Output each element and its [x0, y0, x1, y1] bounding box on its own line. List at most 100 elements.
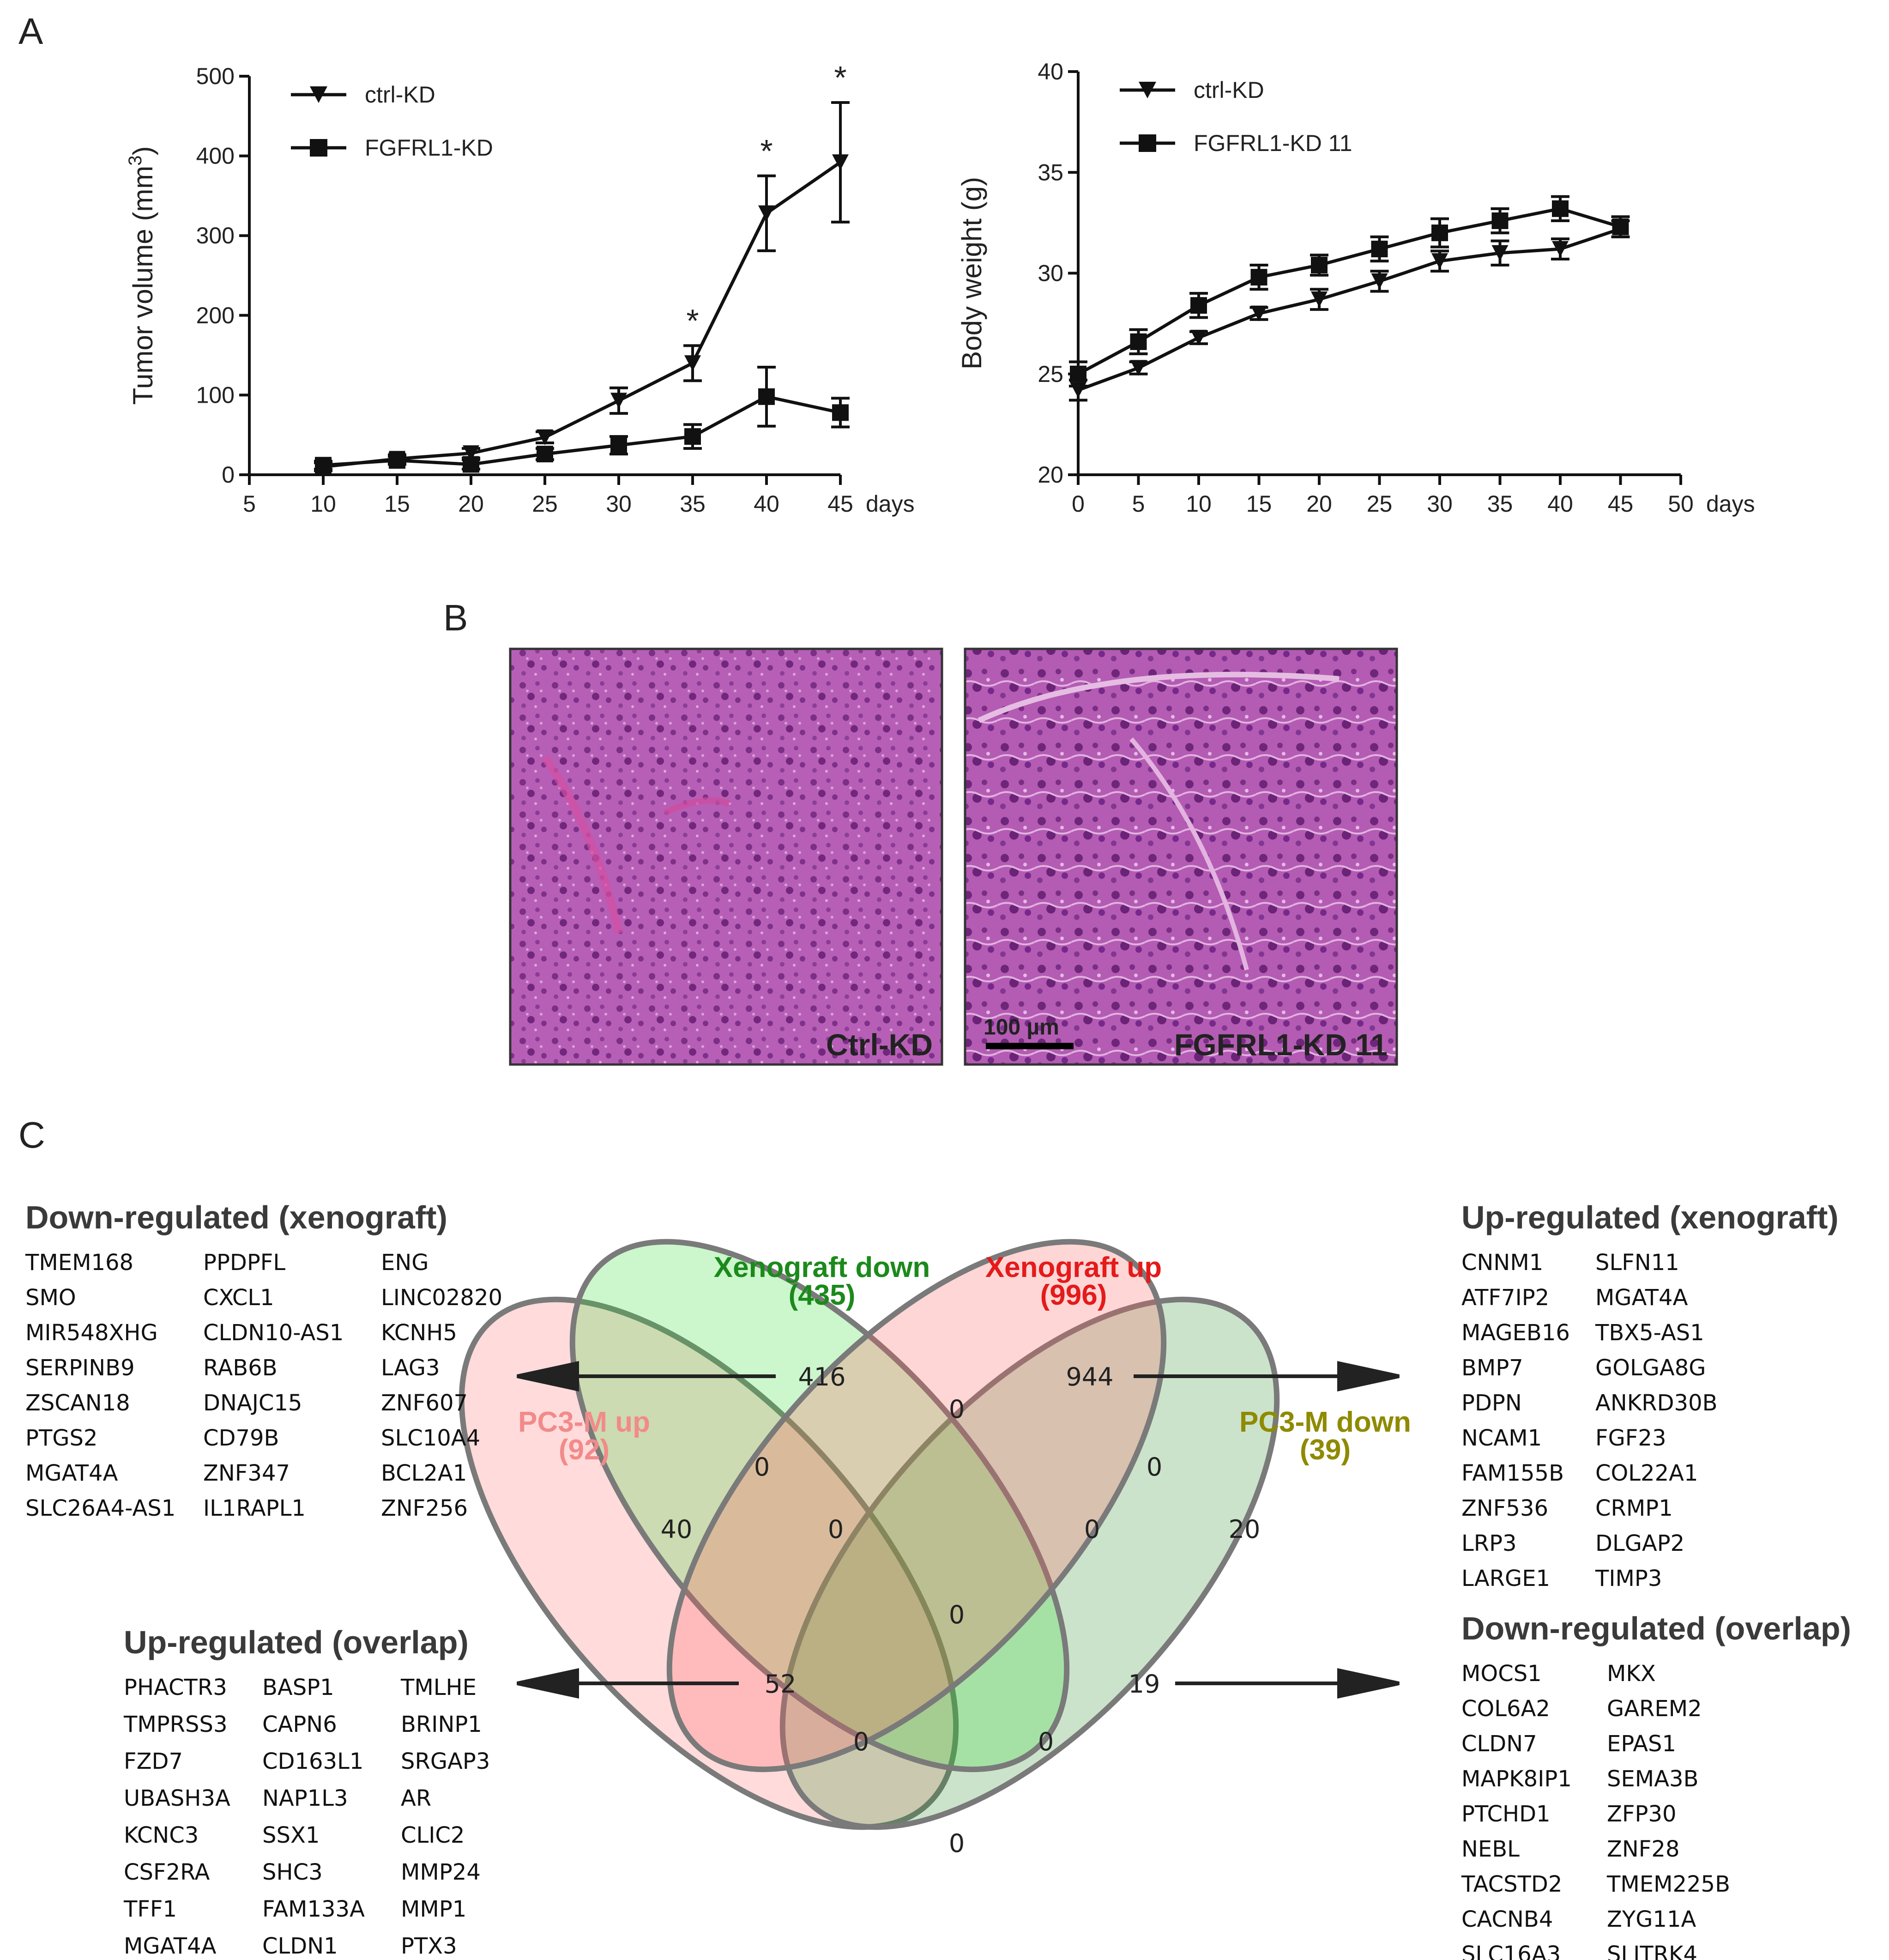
gene-name: NAP1L3 — [262, 1785, 348, 1811]
y-axis-label-base: Tumor volume (mm — [127, 166, 158, 405]
panel-label-c: C — [18, 1114, 45, 1155]
data-point — [1552, 241, 1569, 257]
gene-name: LRP3 — [1461, 1530, 1517, 1556]
gene-name: MGAT4A — [1595, 1285, 1688, 1311]
y-tick-label: 200 — [196, 302, 235, 328]
venn-region-pu-xu-pd: 0 — [853, 1727, 869, 1756]
data-point — [1190, 297, 1207, 314]
arrow-xeno-down-head — [517, 1361, 579, 1391]
y-tick-label: 40 — [1038, 59, 1063, 85]
venn-region-xd-xu-pd: 0 — [1084, 1515, 1100, 1544]
histology-right-label: FGFRL1-KD 11 — [1174, 1028, 1388, 1062]
x-tick-label: 20 — [1306, 491, 1332, 517]
legend-label: ctrl-KD — [365, 82, 435, 108]
gene-name: MMP1 — [401, 1896, 466, 1922]
significance-star: * — [686, 302, 699, 339]
gene-name: ZNF256 — [381, 1495, 468, 1521]
gene-name: CACNB4 — [1461, 1906, 1553, 1932]
gene-list-down-overlap: Down-regulated (overlap) MOCS1 COL6A2 CLDN7… — [1461, 1610, 1851, 1960]
gene-name: FAM155B — [1461, 1460, 1564, 1486]
gene-name: SRGAP3 — [401, 1748, 490, 1774]
gene-name: TBX5-AS1 — [1595, 1320, 1704, 1346]
gene-name: RAB6B — [203, 1355, 278, 1381]
x-tick-label: 15 — [384, 491, 410, 517]
histology-left-label: Ctrl-KD — [826, 1028, 933, 1062]
venn-region-pu-xd-pd: 0 — [1038, 1727, 1054, 1756]
gene-name: CLIC2 — [401, 1822, 465, 1848]
x-tick-label: 20 — [458, 491, 484, 517]
venn-set-pc3-up — [459, 1296, 959, 1830]
body-weight-chart: 20 25 30 35 40 0 5 10 15 20 25 30 35 40 45 50 days Body w… — [956, 59, 1755, 517]
x-axis-label: days — [1706, 491, 1755, 517]
gene-name: ATF7IP2 — [1461, 1285, 1549, 1311]
gene-name: MAGEB16 — [1461, 1320, 1570, 1346]
data-point — [684, 355, 701, 371]
gene-name: KCNH5 — [381, 1320, 457, 1346]
series-square: FGFRL1-KD 11 — [1069, 130, 1630, 387]
gene-name: AR — [401, 1785, 431, 1811]
y-axis-label-sup: 3 — [125, 155, 145, 165]
gene-name: MAPK8IP1 — [1461, 1766, 1572, 1792]
gene-name: LINC02820 — [381, 1285, 502, 1311]
scale-bar-label: 100 µm — [984, 1015, 1059, 1040]
gene-name: MOCS1 — [1461, 1661, 1542, 1687]
gene-name: ENG — [381, 1250, 428, 1276]
data-point — [463, 445, 479, 461]
gene-name: TMPRSS3 — [123, 1712, 228, 1737]
gene-list-down-xenograft: Down-regulated (xenograft) TMEM168 SMO MIR5… — [25, 1199, 502, 1521]
x-axis-label: days — [866, 491, 915, 517]
gene-name: CD79B — [203, 1425, 279, 1451]
data-point — [610, 437, 627, 454]
gene-name: MIR548XHG — [25, 1320, 158, 1346]
venn-region-pu-xd: 0 — [754, 1452, 770, 1482]
gene-name: SERPINB9 — [25, 1355, 135, 1381]
series-line — [323, 395, 841, 467]
data-point — [315, 457, 332, 474]
x-tick-label: 35 — [1487, 491, 1513, 517]
gene-name: LAG3 — [381, 1355, 440, 1381]
data-point — [684, 428, 701, 445]
gene-name: ANKRD30B — [1595, 1390, 1718, 1416]
data-point — [389, 452, 405, 469]
data-point — [1431, 224, 1448, 242]
gene-name: BMP7 — [1461, 1355, 1523, 1381]
gene-list-title: Down-regulated (overlap) — [1461, 1610, 1851, 1646]
gene-name: EPAS1 — [1607, 1731, 1676, 1757]
gene-name: GAREM2 — [1607, 1696, 1702, 1722]
arrow-xeno-up-head — [1337, 1361, 1400, 1391]
gene-name: PHACTR3 — [124, 1675, 227, 1700]
data-point — [610, 393, 627, 409]
gene-name: ZNF28 — [1607, 1836, 1679, 1862]
venn-region-xeno-up-only: 944 — [1066, 1362, 1113, 1391]
gene-name: MKX — [1607, 1661, 1656, 1687]
gene-name: ZYG11A — [1607, 1906, 1696, 1932]
gene-name: MMP24 — [401, 1859, 481, 1885]
venn-diagram: Xenograft down (435) Xenograft up (996) … — [459, 1239, 1411, 1858]
significance-star: * — [760, 133, 772, 169]
gene-name: GOLGA8G — [1595, 1355, 1706, 1381]
venn-count-xeno-down: (435) — [789, 1279, 856, 1311]
gene-name: SLITRK4 — [1607, 1942, 1697, 1960]
gene-name: FAM133A — [262, 1896, 365, 1922]
venn-region-pu-xu: 52 — [765, 1670, 797, 1699]
gene-name: SLC16A3 — [1461, 1942, 1561, 1960]
y-tick-label: 0 — [222, 462, 235, 488]
gene-list-up-xenograft: Up-regulated (xenograft) CNNM1 ATF7IP2 MAGE… — [1461, 1199, 1839, 1591]
gene-name: LARGE1 — [1461, 1566, 1550, 1591]
gene-name: CLDN1 — [262, 1933, 338, 1959]
series-line — [1077, 227, 1621, 392]
gene-name: ZNF347 — [203, 1460, 290, 1486]
gene-name: PTCHD1 — [1461, 1801, 1551, 1827]
venn-label-xeno-up: Xenograft up — [985, 1252, 1162, 1283]
arrow-down-overlap-head — [1337, 1668, 1400, 1699]
legend-marker — [310, 139, 327, 157]
data-point — [1371, 273, 1388, 290]
x-tick-label: 50 — [1668, 491, 1694, 517]
data-point — [1250, 269, 1267, 286]
gene-name: DNAJC15 — [203, 1390, 302, 1416]
venn-count-pc3-down: (39) — [1300, 1434, 1351, 1466]
gene-name: SLFN11 — [1595, 1250, 1679, 1276]
gene-list-up-overlap: Up-regulated (overlap) PHACTR3 TMPRSS3 FZD7… — [123, 1624, 490, 1959]
gene-name: PTX3 — [401, 1933, 457, 1959]
gene-name: ZNF607 — [381, 1390, 468, 1416]
